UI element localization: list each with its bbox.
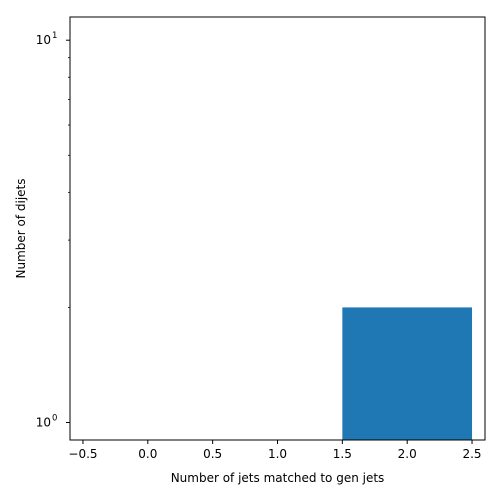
x-tick-label: 0.5 [203, 447, 222, 461]
x-tick-label: 2.0 [398, 447, 417, 461]
bar-0 [342, 307, 473, 440]
x-tick-label: −0.5 [68, 447, 97, 461]
y-tick-exponent: 0 [52, 414, 57, 424]
x-tick-label: 1.0 [268, 447, 287, 461]
x-tick-label: 0.0 [138, 447, 157, 461]
y-tick-exponent: 1 [52, 31, 57, 41]
y-axis-label: Number of dijets [14, 178, 28, 278]
x-axis-label: Number of jets matched to gen jets [171, 471, 385, 485]
y-tick-label: 10 [36, 33, 51, 47]
y-tick-label: 10 [36, 416, 51, 430]
x-tick-label: 2.5 [462, 447, 481, 461]
x-tick-label: 1.5 [333, 447, 352, 461]
bars-layer [342, 307, 473, 440]
